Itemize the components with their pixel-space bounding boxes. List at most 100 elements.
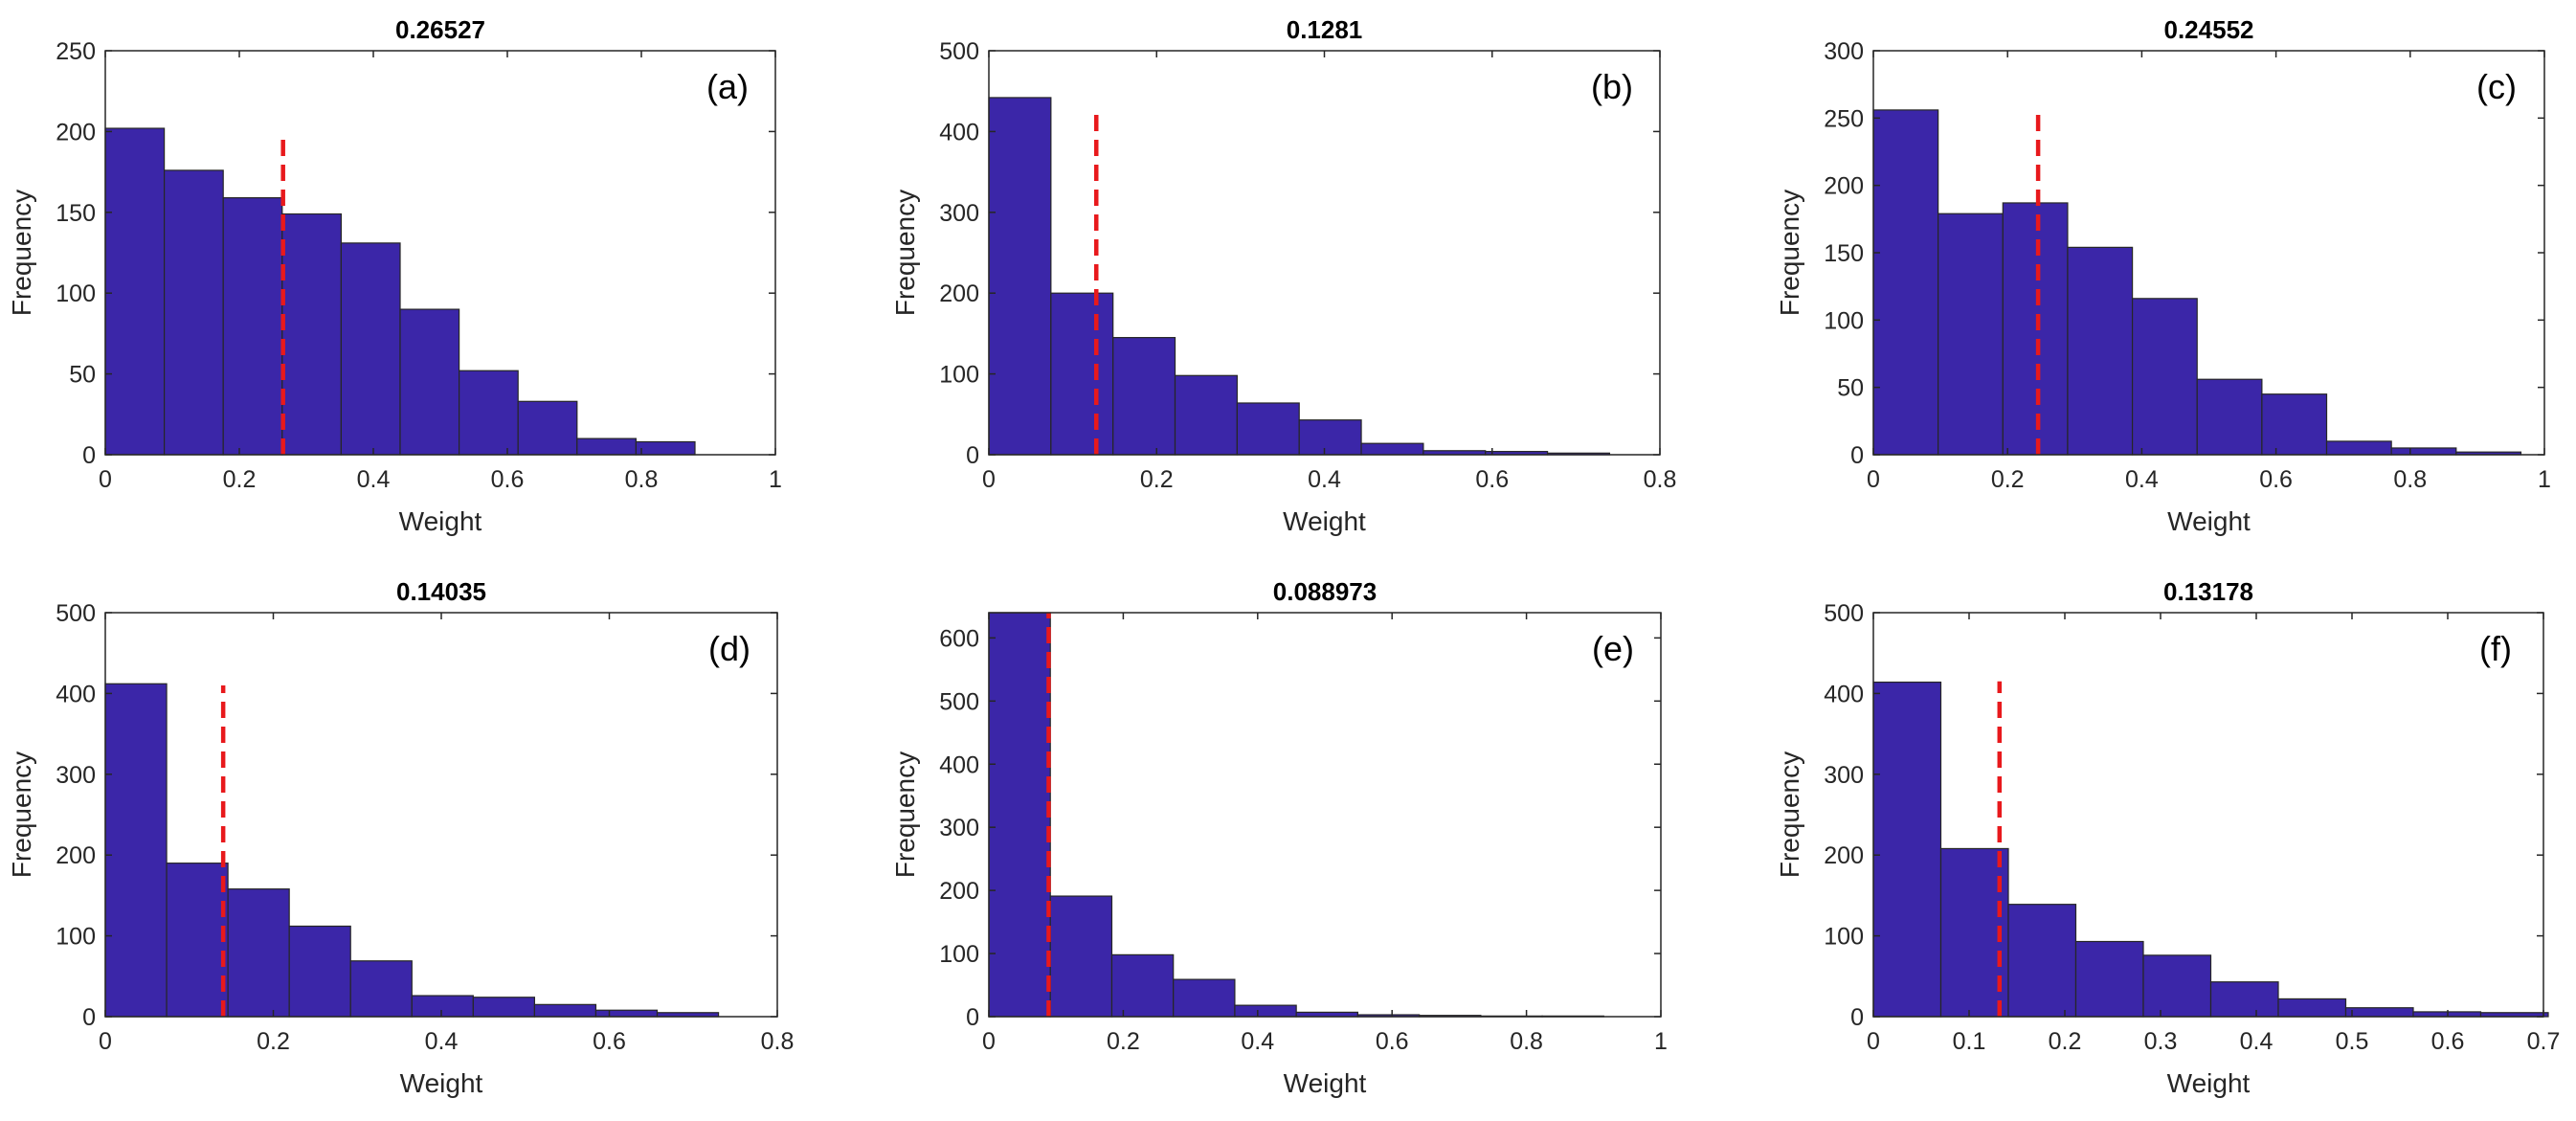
x-tick-label: 0.4 bbox=[1241, 1028, 1274, 1055]
x-axis-label: Weight bbox=[400, 1068, 483, 1098]
histogram-bar bbox=[635, 440, 696, 456]
histogram-panel-1: 0 0.2 0.4 0.6 0.8 1 0 50 100 150 200 250 0.26527 (a) W… bbox=[7, 15, 782, 536]
histogram-bar bbox=[2131, 298, 2198, 456]
histogram-bar bbox=[1872, 681, 1942, 1018]
histogram-bar bbox=[104, 683, 168, 1018]
y-tick-label: 100 bbox=[1824, 307, 1864, 334]
x-tick-label: 0.3 bbox=[2144, 1028, 2178, 1055]
y-tick-label: 250 bbox=[1824, 105, 1864, 132]
x-tick-label: 0.6 bbox=[1376, 1028, 1409, 1055]
x-tick-label: 0.8 bbox=[2393, 466, 2427, 493]
x-tick-label: 0 bbox=[982, 466, 996, 493]
x-tick-label: 1 bbox=[2538, 466, 2551, 493]
x-tick-label: 0.2 bbox=[223, 466, 257, 493]
y-tick-label: 100 bbox=[56, 924, 96, 951]
x-tick-label: 0.6 bbox=[2259, 466, 2293, 493]
y-tick-label: 100 bbox=[1824, 924, 1864, 951]
histogram-bar bbox=[1173, 978, 1236, 1018]
histogram-bar bbox=[1110, 953, 1175, 1018]
x-axis-label: Weight bbox=[1284, 1068, 1367, 1098]
y-tick-label: 50 bbox=[1837, 375, 1864, 402]
histogram-bar bbox=[2067, 246, 2134, 456]
histogram-panel-6: 0 0.1 0.2 0.3 0.4 0.5 0.6 0.7 0 100 200 300 400 500 0.… bbox=[1775, 577, 2560, 1098]
panel-title: 0.1281 bbox=[1287, 15, 1363, 44]
histogram-bar bbox=[2344, 1007, 2414, 1018]
x-tick-label: 0.6 bbox=[1475, 466, 1509, 493]
axes-frame bbox=[988, 612, 1662, 1018]
x-tick-label: 0.4 bbox=[2125, 466, 2159, 493]
panel-label: (b) bbox=[1591, 67, 1633, 106]
histogram-bar bbox=[517, 400, 578, 456]
panel-label: (a) bbox=[706, 67, 749, 106]
x-tick-label: 0.2 bbox=[1140, 466, 1174, 493]
histogram-bar bbox=[988, 97, 1052, 456]
histogram-bar bbox=[1112, 337, 1176, 456]
panel-label: (e) bbox=[1592, 629, 1634, 668]
y-tick-label: 200 bbox=[1824, 173, 1864, 200]
y-axis-label: Frequency bbox=[1775, 190, 1804, 316]
y-tick-label: 0 bbox=[966, 442, 979, 469]
histogram-bar bbox=[594, 1009, 659, 1018]
y-tick-label: 200 bbox=[939, 878, 979, 905]
histogram-bar bbox=[2325, 440, 2392, 456]
y-tick-label: 100 bbox=[939, 941, 979, 968]
histogram-bar bbox=[1872, 109, 1939, 456]
y-tick-label: 50 bbox=[69, 362, 96, 389]
y-tick-label: 200 bbox=[56, 119, 96, 146]
histogram-bar bbox=[576, 437, 637, 456]
x-tick-label: 1 bbox=[769, 466, 782, 493]
y-tick-label: 0 bbox=[1850, 442, 1864, 469]
y-tick-label: 300 bbox=[56, 762, 96, 789]
histogram-bar bbox=[349, 960, 413, 1018]
histogram-bar bbox=[988, 612, 1051, 1018]
x-tick-label: 0.1 bbox=[1953, 1028, 1986, 1055]
axes-frame bbox=[104, 50, 776, 456]
x-tick-label: 0.8 bbox=[1644, 466, 1677, 493]
x-tick-label: 0.8 bbox=[1510, 1028, 1543, 1055]
y-tick-label: 500 bbox=[939, 688, 979, 715]
histogram-bar bbox=[164, 169, 224, 456]
histogram-bar bbox=[2007, 904, 2077, 1018]
x-tick-label: 0.6 bbox=[2431, 1028, 2465, 1055]
histogram-bar bbox=[2196, 378, 2263, 456]
y-tick-label: 0 bbox=[1850, 1004, 1864, 1031]
y-tick-label: 300 bbox=[1824, 38, 1864, 65]
y-tick-label: 400 bbox=[939, 119, 979, 146]
histogram-bar bbox=[227, 888, 290, 1018]
panel-label: (f) bbox=[2479, 629, 2512, 668]
histogram-bar bbox=[2142, 954, 2212, 1018]
histogram-bar bbox=[222, 197, 283, 456]
y-tick-label: 400 bbox=[1824, 681, 1864, 707]
y-tick-label: 100 bbox=[56, 280, 96, 307]
histogram-bar bbox=[1174, 374, 1238, 456]
x-tick-label: 0.2 bbox=[1991, 466, 2025, 493]
x-tick-label: 0.2 bbox=[257, 1028, 290, 1055]
y-tick-label: 500 bbox=[56, 600, 96, 627]
panel-title: 0.26527 bbox=[395, 15, 485, 44]
x-tick-label: 0.8 bbox=[625, 466, 659, 493]
y-tick-label: 400 bbox=[56, 681, 96, 707]
panel-title: 0.088973 bbox=[1273, 577, 1377, 606]
x-tick-label: 0.6 bbox=[593, 1028, 626, 1055]
y-tick-label: 150 bbox=[56, 200, 96, 227]
histogram-bar bbox=[1050, 292, 1114, 456]
histogram-bar bbox=[472, 997, 536, 1018]
y-tick-label: 250 bbox=[56, 38, 96, 65]
histogram-bar bbox=[399, 308, 460, 456]
y-axis-label: Frequency bbox=[7, 190, 36, 316]
x-tick-label: 0 bbox=[99, 1028, 112, 1055]
x-tick-label: 0.4 bbox=[425, 1028, 459, 1055]
histogram-bar bbox=[2390, 447, 2457, 456]
histogram-bar bbox=[288, 925, 351, 1018]
x-axis-label: Weight bbox=[2167, 1068, 2251, 1098]
y-tick-label: 0 bbox=[82, 1004, 96, 1031]
panel-label: (c) bbox=[2476, 67, 2517, 106]
y-tick-label: 500 bbox=[939, 38, 979, 65]
y-tick-label: 100 bbox=[939, 362, 979, 389]
x-axis-label: Weight bbox=[1283, 506, 1366, 536]
x-tick-label: 0.2 bbox=[2049, 1028, 2082, 1055]
histogram-bar bbox=[1360, 442, 1424, 456]
y-tick-label: 0 bbox=[966, 1004, 979, 1031]
x-tick-label: 1 bbox=[1654, 1028, 1668, 1055]
